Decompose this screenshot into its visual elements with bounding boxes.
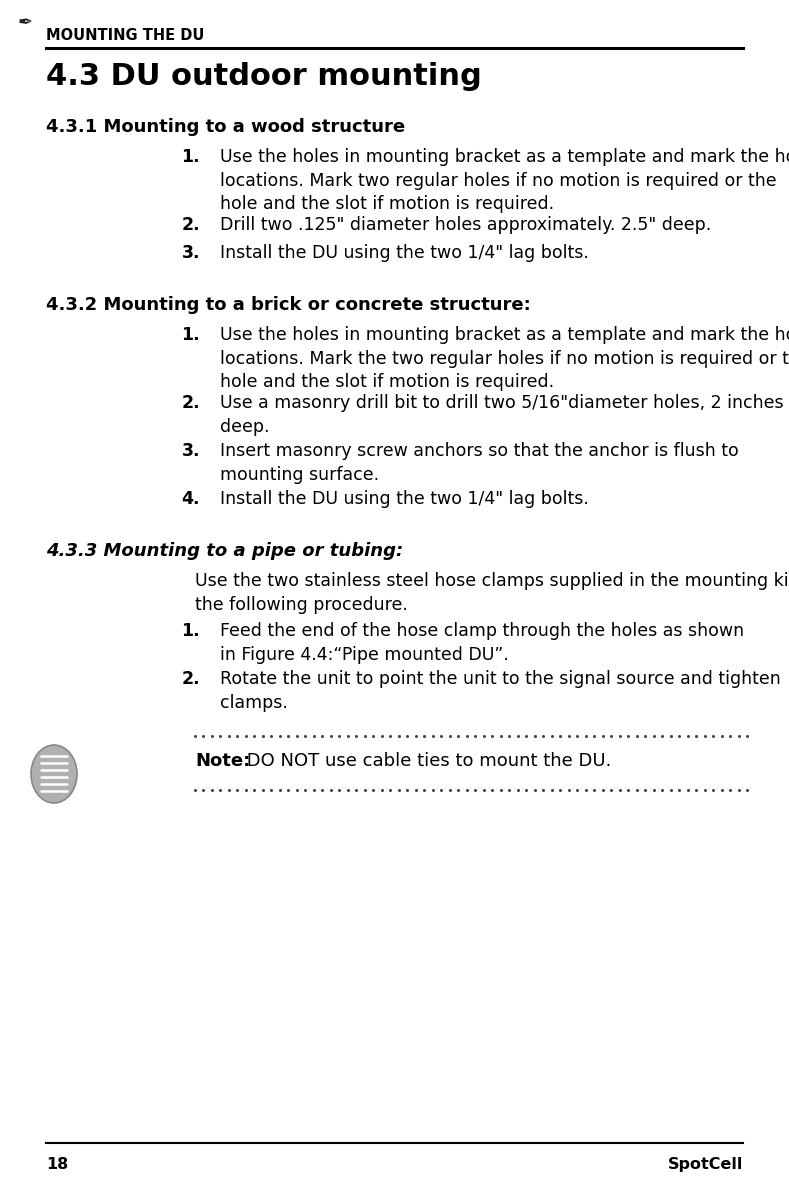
Text: MOUNTING THE DU: MOUNTING THE DU (46, 28, 204, 44)
Text: ✒: ✒ (18, 14, 33, 32)
Text: 4.3.3 Mounting to a pipe or tubing:: 4.3.3 Mounting to a pipe or tubing: (46, 542, 403, 561)
Text: Drill two .125" diameter holes approximately. 2.5" deep.: Drill two .125" diameter holes approxima… (220, 216, 711, 233)
Text: 2.: 2. (181, 393, 200, 412)
Text: 2.: 2. (181, 670, 200, 688)
Text: Note:: Note: (195, 752, 250, 770)
Text: 1.: 1. (181, 622, 200, 640)
Text: 4.: 4. (181, 491, 200, 508)
Text: SpotCell: SpotCell (667, 1157, 743, 1172)
Text: Use a masonry drill bit to drill two 5/16"diameter holes, 2 inches
deep.: Use a masonry drill bit to drill two 5/1… (220, 393, 783, 436)
Text: Feed the end of the hose clamp through the holes as shown
in Figure 4.4:“Pipe mo: Feed the end of the hose clamp through t… (220, 622, 744, 664)
Text: 4.3.1 Mounting to a wood structure: 4.3.1 Mounting to a wood structure (46, 118, 405, 136)
Ellipse shape (31, 745, 77, 803)
Text: 3.: 3. (181, 442, 200, 460)
Text: 1.: 1. (181, 326, 200, 344)
Text: Use the two stainless steel hose clamps supplied in the mounting kit for
the fol: Use the two stainless steel hose clamps … (195, 572, 789, 614)
Text: Insert masonry screw anchors so that the anchor is flush to
mounting surface.: Insert masonry screw anchors so that the… (220, 442, 739, 483)
Text: DO NOT use cable ties to mount the DU.: DO NOT use cable ties to mount the DU. (241, 752, 611, 770)
Text: Rotate the unit to point the unit to the signal source and tighten
clamps.: Rotate the unit to point the unit to the… (220, 670, 781, 712)
Text: 3.: 3. (181, 244, 200, 262)
Text: Use the holes in mounting bracket as a template and mark the hole
locations. Mar: Use the holes in mounting bracket as a t… (220, 148, 789, 213)
Text: 4.3 DU outdoor mounting: 4.3 DU outdoor mounting (46, 62, 482, 91)
Text: Install the DU using the two 1/4" lag bolts.: Install the DU using the two 1/4" lag bo… (220, 491, 589, 508)
Text: 1.: 1. (181, 148, 200, 166)
Text: 2.: 2. (181, 216, 200, 233)
Text: 18: 18 (46, 1157, 69, 1172)
Text: 4.3.2 Mounting to a brick or concrete structure:: 4.3.2 Mounting to a brick or concrete st… (46, 296, 531, 314)
Text: Use the holes in mounting bracket as a template and mark the hole
locations. Mar: Use the holes in mounting bracket as a t… (220, 326, 789, 391)
Text: Install the DU using the two 1/4" lag bolts.: Install the DU using the two 1/4" lag bo… (220, 244, 589, 262)
